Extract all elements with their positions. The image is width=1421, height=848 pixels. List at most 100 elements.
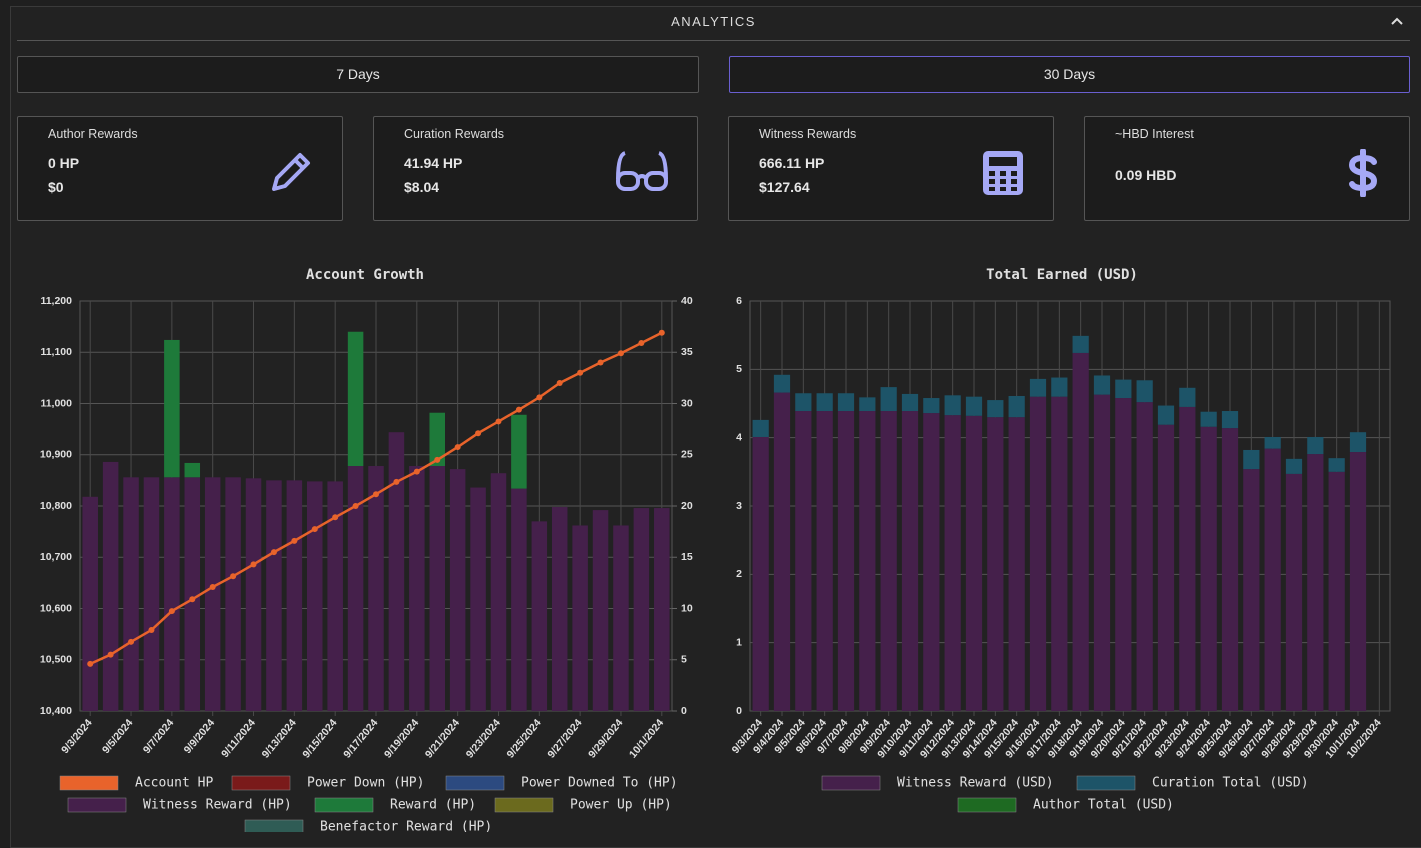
bar: [859, 397, 876, 412]
y-tick-label: 6: [736, 295, 742, 307]
legend-swatch: [1076, 775, 1136, 791]
line-point: [168, 608, 175, 615]
bar: [164, 477, 180, 711]
bar: [1051, 377, 1068, 397]
y-tick-label: 3: [736, 500, 742, 512]
legend-swatch: [821, 775, 881, 791]
y-tick-label: 10,500: [40, 654, 72, 666]
bar: [987, 417, 1004, 711]
bar: [1349, 452, 1367, 711]
bar: [307, 481, 323, 711]
bar: [1029, 378, 1047, 397]
y2-tick-label: 5: [681, 654, 687, 666]
bar: [511, 414, 527, 489]
y-tick-label: 10,700: [40, 551, 72, 563]
bar: [1221, 411, 1239, 429]
line-point: [536, 394, 543, 401]
bar: [1115, 379, 1132, 399]
legend-label: Curation Total (USD): [1152, 776, 1309, 791]
card-label: Author Rewards: [48, 127, 138, 141]
tab-button[interactable]: 7 Days: [17, 56, 699, 93]
x-tick-label: 9/23/2024: [464, 717, 503, 761]
collapse-icon[interactable]: [1390, 16, 1404, 26]
bar: [1157, 405, 1175, 425]
line-point: [495, 418, 502, 425]
bar: [490, 473, 507, 711]
bar: [816, 411, 833, 711]
y2-tick-label: 20: [681, 500, 693, 512]
tab-button[interactable]: 30 Days: [729, 56, 1410, 93]
bar: [880, 387, 897, 412]
panel-title: ANALYTICS: [671, 14, 756, 29]
legend-swatch: [59, 775, 119, 791]
bar: [449, 469, 466, 711]
legend-label: Reward (HP): [390, 798, 476, 813]
bar: [1008, 417, 1025, 711]
line-point: [148, 627, 155, 634]
bar: [1072, 335, 1089, 353]
y-tick-label: 5: [736, 363, 742, 375]
bar: [816, 393, 833, 412]
bar: [511, 488, 527, 711]
x-tick-label: 9/3/2024: [59, 717, 95, 756]
bar: [1307, 436, 1324, 455]
bar: [388, 432, 405, 711]
legend-label: Benefactor Reward (HP): [320, 820, 492, 833]
bar: [1307, 454, 1324, 711]
line-point: [230, 573, 237, 580]
y2-tick-label: 25: [681, 449, 693, 461]
bar: [923, 413, 940, 711]
x-tick-label: 9/19/2024: [382, 717, 421, 761]
card-value: $127.64: [759, 179, 810, 195]
legend-swatch: [314, 797, 374, 813]
bar: [987, 400, 1004, 418]
bar: [470, 487, 486, 711]
line-point: [515, 406, 522, 413]
line-point: [617, 350, 624, 357]
glasses-icon: [616, 151, 668, 191]
bar: [944, 415, 961, 711]
bar: [1221, 428, 1239, 711]
bar: [773, 392, 791, 711]
bar: [531, 521, 548, 711]
line-point: [270, 549, 277, 556]
bar: [409, 466, 425, 711]
bar: [204, 477, 221, 711]
dollar-icon: [1348, 149, 1378, 197]
legend-swatch: [244, 819, 304, 832]
panel-header: ANALYTICS: [17, 6, 1410, 41]
card-value: 0 HP: [48, 155, 80, 171]
bar: [1243, 449, 1260, 470]
bar: [551, 507, 568, 711]
bar: [429, 412, 445, 467]
pencil-icon: [272, 153, 310, 191]
bar: [1072, 352, 1089, 711]
bar: [347, 466, 364, 711]
stat-card: Author Rewards 0 HP $0: [17, 116, 343, 221]
bar: [184, 462, 201, 478]
legend-label: Witness Reward (HP): [143, 798, 292, 813]
x-tick-label: 9/21/2024: [423, 717, 462, 761]
legend-swatch: [231, 775, 291, 791]
y-tick-label: 0: [736, 705, 742, 717]
bar: [837, 393, 855, 412]
bar: [266, 480, 282, 711]
line-point: [638, 340, 645, 347]
line-point: [373, 491, 379, 498]
x-tick-label: 9/7/2024: [141, 717, 177, 756]
card-label: Curation Rewards: [404, 127, 505, 141]
bar: [1029, 396, 1047, 711]
card-value: 666.11 HP: [759, 155, 825, 171]
bar: [368, 466, 384, 711]
calculator-icon: [983, 151, 1023, 195]
y2-tick-label: 10: [681, 602, 693, 614]
bar: [123, 477, 139, 711]
bar: [1200, 411, 1217, 427]
y-tick-label: 10,900: [40, 449, 72, 461]
y-tick-label: 11,100: [40, 346, 72, 358]
bar: [901, 393, 919, 412]
legend-label: Power Downed To (HP): [521, 776, 678, 791]
bar: [654, 508, 670, 711]
card-label: Witness Rewards: [759, 127, 857, 141]
